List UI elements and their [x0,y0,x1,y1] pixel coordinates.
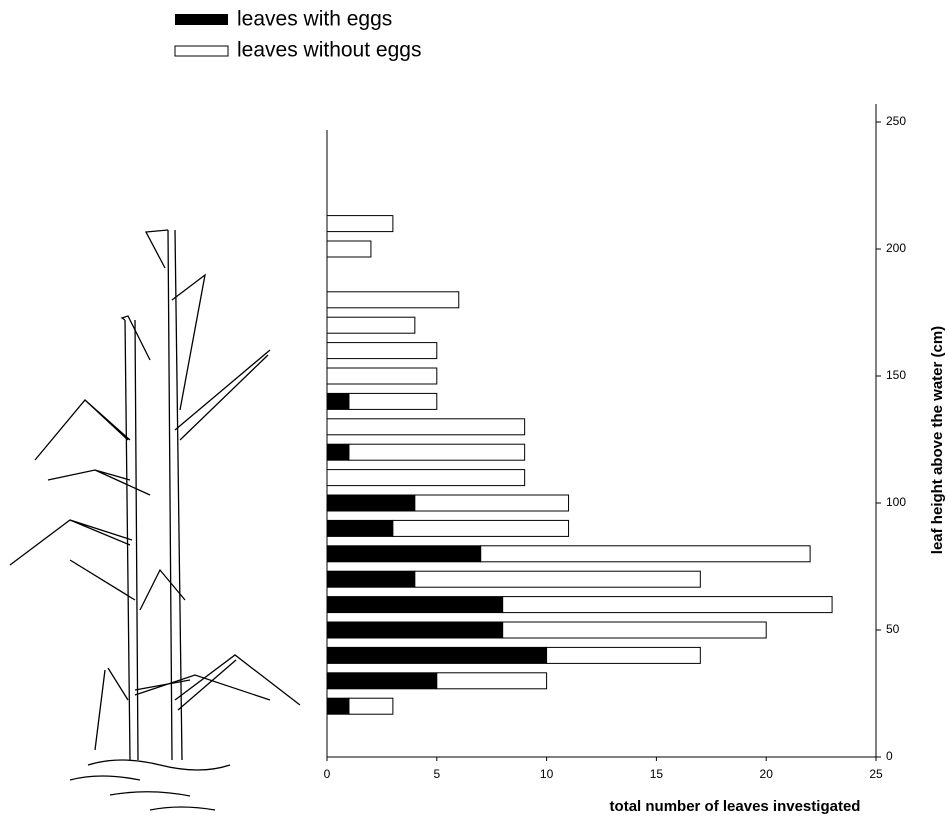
bar-segment [326,672,438,690]
y-tick-label: 250 [886,114,906,128]
x-tick-label: 15 [650,767,664,781]
x-tick-label: 10 [540,767,554,781]
x-tick-label: 5 [433,767,440,781]
y-tick-label: 0 [886,749,893,763]
bar-segment [392,519,570,537]
bar-segment [414,494,570,512]
bar-segment [326,291,460,309]
bar-segment [326,519,394,537]
bar-segment [502,596,833,614]
bar-segment [326,697,350,715]
x-tick-label: 20 [760,767,774,781]
bar-segment [326,469,526,487]
bar-segment [326,342,438,360]
bar-segment [326,596,504,614]
bar-segment [326,545,482,563]
bar-segment [414,570,701,588]
bar-segment [326,367,438,385]
bar-segment [326,215,394,233]
y-tick-label: 50 [886,622,900,636]
bar-segment [326,621,504,639]
bar-segment [326,240,372,258]
bar-segment [326,494,416,512]
legend-swatch [175,14,228,25]
legend-swatch [174,45,229,57]
bar-segment [326,316,416,334]
x-axis-label: total number of leaves investigated [610,798,861,815]
bar-segment [546,646,701,664]
bar-segment [348,392,438,410]
bar-segment [436,672,548,690]
bar-segment [502,621,767,639]
x-tick-label: 25 [869,767,883,781]
bar-segment [326,646,548,664]
y-tick-label: 100 [886,495,906,509]
x-tick-label: 0 [324,767,331,781]
bar-segment [326,570,416,588]
bar-segment [480,545,811,563]
legend-label: leaves with eggs [237,8,392,31]
bar-segment [326,392,350,410]
y-tick-label: 150 [886,368,906,382]
bar-segment [326,418,526,436]
legend-label: leaves without eggs [237,39,421,62]
plant-illustration [9,229,301,811]
bar-segment [348,697,394,715]
bar-segment [326,443,350,461]
y-axis-label: leaf height above the water (cm) [929,326,946,554]
bar-segment [348,443,526,461]
y-tick-label: 200 [886,241,906,255]
